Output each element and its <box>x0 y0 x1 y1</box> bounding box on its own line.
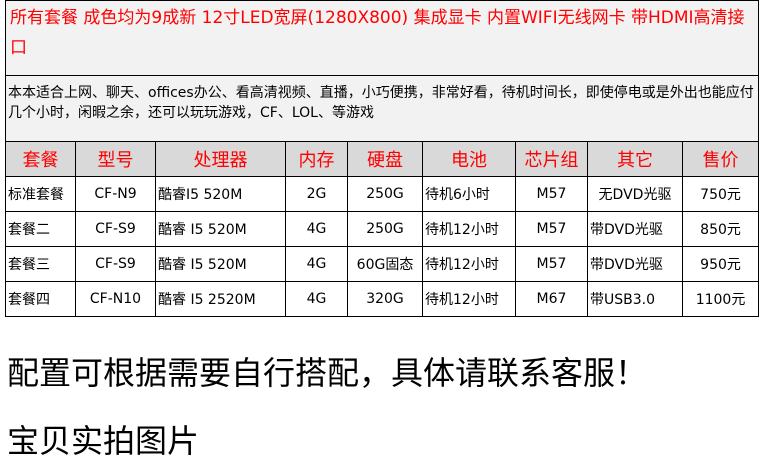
col-header-ram: 内存 <box>285 141 348 177</box>
col-header-battery: 电池 <box>422 141 516 177</box>
cell-ram: 4G <box>285 211 348 247</box>
photos-heading: 宝贝实拍图片 <box>7 422 200 460</box>
cell-battery: 待机12小时 <box>422 246 516 282</box>
cell-chipset: M67 <box>515 281 588 317</box>
cell-ram: 2G <box>285 176 348 212</box>
spec-table: 所有套餐 成色均为9成新 12寸LED宽屏(1280X800) 集成显卡 内置W… <box>4 0 760 317</box>
cell-disk: 250G <box>347 176 423 212</box>
headline-banner: 所有套餐 成色均为9成新 12寸LED宽屏(1280X800) 集成显卡 内置W… <box>4 0 760 76</box>
col-header-model: 型号 <box>75 141 156 177</box>
description-text: 本本适合上网、聊天、offices办公、看高清视频、直播，小巧便携，非常好看，待… <box>4 75 760 142</box>
cell-price: 950元 <box>681 246 760 282</box>
cell-price: 850元 <box>681 211 760 247</box>
table-row: 标准套餐 CF-N9 酷睿I5 520M 2G 250G 待机6小时 M57 无… <box>5 176 760 212</box>
cell-chipset: M57 <box>515 246 588 282</box>
cell-price: 750元 <box>681 176 760 212</box>
cell-model: CF-N9 <box>75 176 156 212</box>
cell-package: 套餐四 <box>5 281 76 317</box>
cell-model: CF-N10 <box>75 281 156 317</box>
cell-cpu: 酷睿 I5 520M <box>155 246 286 282</box>
col-header-disk: 硬盘 <box>347 141 423 177</box>
cell-disk: 250G <box>347 211 423 247</box>
table-row: 套餐二 CF-S9 酷睿 I5 520M 4G 250G 待机12小时 M57 … <box>5 211 760 247</box>
cell-model: CF-S9 <box>75 211 156 247</box>
cell-other: 带DVD光驱 <box>587 211 683 247</box>
cell-other: 带DVD光驱 <box>587 246 683 282</box>
cell-battery: 待机6小时 <box>422 176 516 212</box>
table-header-row: 套餐 型号 处理器 内存 硬盘 电池 芯片组 其它 售价 <box>5 141 760 177</box>
col-header-other: 其它 <box>587 141 683 177</box>
cell-ram: 4G <box>285 246 348 282</box>
cell-disk: 320G <box>347 281 423 317</box>
col-header-cpu: 处理器 <box>155 141 286 177</box>
cell-cpu: 酷睿 I5 2520M <box>155 281 286 317</box>
cell-chipset: M57 <box>515 211 588 247</box>
cell-battery: 待机12小时 <box>422 281 516 317</box>
col-header-package: 套餐 <box>5 141 76 177</box>
cell-model: CF-S9 <box>75 246 156 282</box>
cell-package: 套餐三 <box>5 246 76 282</box>
col-header-chipset: 芯片组 <box>515 141 588 177</box>
cell-package: 标准套餐 <box>5 176 76 212</box>
cell-ram: 4G <box>285 281 348 317</box>
cell-other: 带USB3.0 <box>587 281 683 317</box>
cell-other: 无DVD光驱 <box>587 176 683 212</box>
cell-cpu: 酷睿 I5 520M <box>155 211 286 247</box>
table-row: 套餐四 CF-N10 酷睿 I5 2520M 4G 320G 待机12小时 M6… <box>5 281 760 317</box>
cell-chipset: M57 <box>515 176 588 212</box>
customization-note: 配置可根据需要自行搭配，具体请联系客服！ <box>7 354 648 392</box>
cell-price: 1100元 <box>681 281 760 317</box>
table-row: 套餐三 CF-S9 酷睿 I5 520M 4G 60G固态 待机12小时 M57… <box>5 246 760 282</box>
cell-package: 套餐二 <box>5 211 76 247</box>
col-header-price: 售价 <box>681 141 760 177</box>
cell-cpu: 酷睿I5 520M <box>155 176 286 212</box>
cell-disk: 60G固态 <box>347 246 423 282</box>
product-listing: 所有套餐 成色均为9成新 12寸LED宽屏(1280X800) 集成显卡 内置W… <box>4 0 760 317</box>
cell-battery: 待机12小时 <box>422 211 516 247</box>
